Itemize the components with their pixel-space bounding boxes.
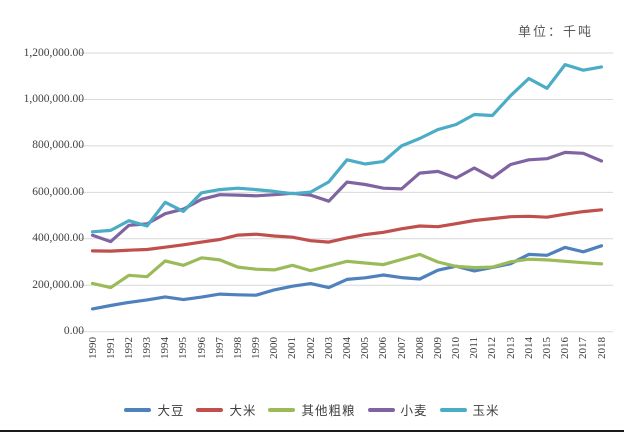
y-axis-label: 1,200,000.00: [23, 46, 84, 59]
legend-swatch-rice: [196, 407, 224, 412]
y-axis-label: 200,000.00: [32, 278, 84, 291]
x-axis-label: 1997: [213, 337, 226, 359]
x-axis-label: 2012: [486, 337, 499, 359]
x-axis-label: 2007: [395, 337, 408, 359]
y-axis-label: 600,000.00: [32, 185, 84, 198]
x-axis-label: 2018: [595, 337, 608, 359]
series-line-wheat: [90, 150, 604, 244]
x-axis-label: 2004: [341, 337, 353, 359]
x-axis-label: 2009: [431, 337, 444, 359]
bottom-border-line: [0, 430, 624, 432]
legend-item-wheat: 小麦: [367, 400, 428, 419]
y-axis-label: 0.00: [63, 325, 84, 338]
legend-item-soybean: 大豆: [124, 400, 184, 419]
x-axis-label: 1991: [104, 337, 117, 359]
legend-label-corn: 玉米: [472, 403, 500, 418]
x-axis-label: 1998: [231, 337, 244, 359]
x-axis-label: 1992: [122, 337, 135, 359]
legend-item-corn: 玉米: [439, 400, 500, 419]
x-axis-label: 2001: [286, 337, 299, 359]
x-axis-label: 2016: [559, 337, 572, 359]
x-axis-label: 2011: [468, 337, 481, 359]
chart-legend: 大豆 大米 其他粗粮 小麦 玉米: [0, 401, 624, 418]
x-axis-label: 1990: [86, 337, 99, 359]
x-axis-label: 1996: [195, 337, 208, 359]
legend-item-other-coarse-grains: 其他粗粮: [268, 400, 355, 419]
series-line-rice: [90, 208, 604, 253]
series-line-soybean: [90, 244, 604, 311]
series-line-other-coarse-grains: [90, 252, 604, 290]
x-axis-label: 2005: [359, 337, 372, 359]
legend-swatch-other-coarse-grains: [268, 407, 296, 412]
x-axis-label: 2003: [322, 337, 335, 359]
legend-swatch-wheat: [367, 407, 395, 412]
x-axis-label: 2002: [304, 337, 317, 359]
x-axis-label: 1994: [159, 337, 172, 359]
x-axis-label: 1995: [177, 337, 190, 359]
x-axis-label: 2015: [540, 337, 553, 359]
legend-swatch-corn: [439, 407, 467, 412]
legend-swatch-soybean: [124, 407, 152, 412]
series-line-corn: [90, 62, 604, 234]
x-axis-label: 2013: [504, 337, 517, 359]
unit-label: 单位：千吨: [517, 25, 593, 40]
x-axis-label: 1999: [250, 337, 263, 359]
legend-label-soybean: 大豆: [157, 403, 185, 418]
y-axis-label: 400,000.00: [32, 232, 84, 245]
legend-label-other-coarse-grains: 其他粗粮: [301, 403, 356, 418]
y-axis-label: 800,000.00: [32, 139, 84, 152]
legend-label-wheat: 小麦: [400, 403, 428, 418]
y-axis-label: 1,000,000.00: [23, 92, 84, 105]
x-axis-label: 2014: [522, 337, 535, 359]
x-axis-label: 1993: [141, 337, 154, 359]
x-axis-label: 2000: [268, 337, 281, 359]
x-axis-label: 2008: [413, 337, 426, 359]
x-axis-label: 2006: [377, 337, 390, 359]
legend-label-rice: 大米: [229, 403, 257, 418]
x-axis-label: 2010: [450, 337, 463, 359]
x-axis-label: 2017: [577, 337, 590, 359]
legend-item-rice: 大米: [196, 400, 256, 419]
